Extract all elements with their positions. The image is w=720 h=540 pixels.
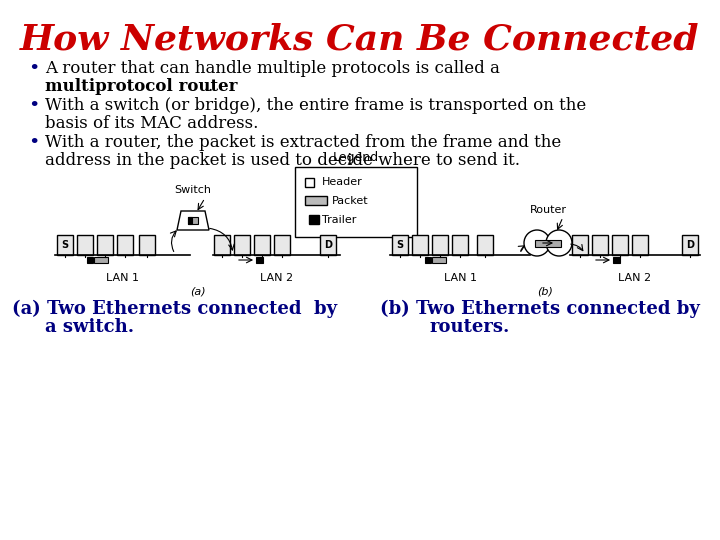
Circle shape (546, 230, 572, 256)
Text: Header: Header (322, 177, 363, 187)
Bar (57, 235, 73, 255)
Bar (432, 257, 446, 263)
Bar (632, 235, 648, 255)
Text: (a) Two Ethernets connected  by: (a) Two Ethernets connected by (12, 300, 337, 318)
Text: Packet: Packet (332, 196, 369, 206)
Text: a switch.: a switch. (45, 318, 134, 336)
Text: S: S (61, 240, 68, 250)
Bar (117, 235, 133, 255)
Bar (452, 235, 468, 255)
Text: .: . (207, 78, 212, 95)
Text: With a switch (or bridge), the entire frame is transported on the: With a switch (or bridge), the entire fr… (45, 97, 586, 114)
Bar (97, 235, 113, 255)
Bar (214, 235, 230, 255)
Text: LAN 1: LAN 1 (106, 273, 139, 283)
Bar (305, 178, 314, 187)
Bar (682, 235, 698, 255)
Bar (592, 235, 608, 255)
Text: A router that can handle multiple protocols is called a: A router that can handle multiple protoc… (45, 60, 500, 77)
Text: multiprotocol router: multiprotocol router (45, 78, 238, 95)
Circle shape (524, 230, 550, 256)
Text: Router: Router (529, 205, 567, 215)
Text: With a router, the packet is extracted from the frame and the: With a router, the packet is extracted f… (45, 134, 562, 151)
Text: D: D (324, 240, 332, 250)
Text: D: D (686, 240, 694, 250)
Bar (535, 240, 561, 247)
Bar (572, 235, 588, 255)
Bar (274, 235, 290, 255)
Text: LAN 2: LAN 2 (260, 273, 293, 283)
Text: (a): (a) (189, 287, 205, 297)
Text: LAN 2: LAN 2 (618, 273, 652, 283)
Bar (94, 257, 108, 263)
Bar (188, 217, 192, 224)
Bar (320, 235, 336, 255)
Bar (392, 235, 408, 255)
Text: routers.: routers. (430, 318, 510, 336)
Text: •: • (28, 60, 40, 78)
Bar (87, 257, 93, 263)
Bar (188, 217, 198, 224)
Bar (425, 257, 431, 263)
Bar (77, 235, 93, 255)
Bar (477, 235, 493, 255)
Text: Trailer: Trailer (322, 215, 356, 225)
Bar (432, 235, 448, 255)
Text: How Networks Can Be Connected: How Networks Can Be Connected (20, 22, 700, 56)
Text: address in the packet is used to decide where to send it.: address in the packet is used to decide … (45, 152, 520, 169)
Bar (309, 215, 319, 224)
Text: S: S (397, 240, 404, 250)
Bar (613, 257, 620, 263)
Text: (b) Two Ethernets connected by: (b) Two Ethernets connected by (380, 300, 700, 318)
Bar (612, 235, 628, 255)
Bar (256, 257, 263, 263)
Text: LAN 1: LAN 1 (444, 273, 477, 283)
Text: Switch: Switch (174, 185, 212, 195)
Text: (b): (b) (537, 287, 553, 297)
Bar (305, 196, 327, 205)
Text: basis of its MAC address.: basis of its MAC address. (45, 115, 258, 132)
Bar (412, 235, 428, 255)
Text: Legend: Legend (333, 151, 379, 164)
Text: •: • (28, 97, 40, 115)
Bar (234, 235, 250, 255)
Bar (295, 167, 417, 237)
Text: •: • (28, 134, 40, 152)
Bar (139, 235, 155, 255)
Bar (254, 235, 270, 255)
Polygon shape (177, 211, 209, 230)
